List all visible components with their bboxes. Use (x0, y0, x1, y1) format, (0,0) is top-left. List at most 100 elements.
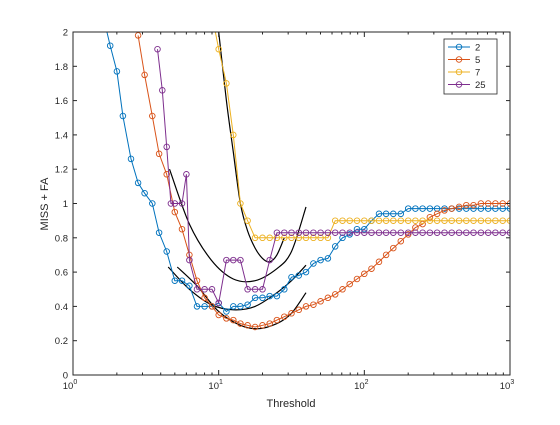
series-5-point (178, 225, 186, 233)
legend-marker-7 (455, 68, 463, 76)
series-2-point (193, 303, 201, 310)
series-5-point (215, 311, 222, 319)
series-5-point (134, 32, 142, 39)
series-25-point (183, 171, 190, 178)
series-25-point (470, 229, 477, 236)
series-5-point (149, 112, 156, 120)
series-5-point (390, 244, 397, 252)
legend-marker-2 (455, 43, 463, 51)
series-2-point (186, 282, 193, 290)
series-25-point (208, 286, 216, 293)
series-7-point (484, 217, 492, 224)
series-5-point (499, 200, 506, 207)
series-7-point (259, 234, 266, 242)
series-line-25 (157, 49, 510, 305)
series-5-point (463, 201, 470, 209)
series-25-point (251, 286, 259, 293)
series-7-point (419, 217, 426, 224)
series-5-point (353, 275, 361, 283)
series-2-point (155, 229, 163, 236)
series-2-point (412, 205, 419, 212)
series-25-point (302, 229, 310, 236)
series-2-point (404, 205, 412, 212)
series-5-point (470, 201, 477, 209)
series-7-point (382, 217, 390, 224)
series-7-point (281, 234, 288, 242)
series-25-point (441, 229, 448, 236)
series-5-point (141, 71, 148, 79)
series-25-point (223, 256, 230, 264)
fit-curve-3 (218, 32, 285, 263)
series-2-point (463, 205, 470, 212)
series-2-point (317, 256, 324, 264)
series-2-point (259, 294, 266, 302)
y-tick-label: 1 (63, 199, 68, 210)
series-2-point (331, 243, 339, 250)
legend-label-5: 5 (475, 55, 480, 66)
legend-label-2: 2 (475, 43, 480, 54)
series-7-point (353, 217, 361, 224)
series-5-point (433, 210, 441, 218)
series-7-point (295, 234, 303, 242)
series-25-point (492, 229, 499, 236)
series-5-point (397, 237, 405, 245)
series-7-point (223, 80, 230, 87)
series-7-point (404, 217, 412, 224)
series-2-point (119, 112, 127, 120)
series-7-point (288, 234, 295, 242)
series-5-point (244, 322, 251, 329)
series-2-point (484, 205, 492, 212)
series-2-point (163, 248, 170, 255)
series-25-point (375, 229, 383, 236)
series-2-point (134, 179, 142, 187)
fit-curve-4 (168, 168, 307, 283)
series-5-point (441, 207, 448, 214)
series-25-point (433, 229, 441, 236)
series-25-point (353, 229, 361, 236)
series-5-point (208, 303, 216, 310)
series-5-point (375, 258, 383, 266)
series-7-point (492, 217, 499, 224)
series-2-point (201, 303, 208, 310)
series-2-point (127, 155, 135, 163)
y-tick-label: 2 (63, 28, 68, 39)
series-5-point (382, 251, 390, 259)
series-5-point (455, 203, 463, 211)
series-25-point (171, 200, 179, 207)
series-25-point (259, 286, 266, 293)
series-7-point (390, 217, 397, 224)
series-7-point (310, 234, 317, 242)
y-tick-label: 1.8 (55, 62, 68, 73)
y-tick-label: 0.6 (55, 268, 68, 279)
series-25-point (324, 229, 332, 236)
series-5-point (368, 265, 375, 272)
series-7-point (397, 217, 405, 224)
series-2-point (141, 189, 148, 197)
series-5-point (281, 313, 288, 320)
series-2-point (382, 210, 390, 218)
y-tick-label: 0 (63, 371, 68, 382)
series-7-point (455, 217, 463, 224)
series-7-point (477, 217, 485, 224)
series-25-point (230, 256, 237, 264)
series-5-point (266, 320, 273, 327)
series-25-point (368, 229, 375, 236)
series-5-point (492, 200, 499, 207)
series-7-point (237, 200, 244, 207)
y-tick-label: 0.8 (55, 233, 68, 244)
series-2-point (251, 294, 259, 302)
series-25-point (412, 229, 419, 236)
series-5-point (230, 316, 237, 324)
series-2-point (295, 272, 303, 279)
series-25-point (506, 229, 510, 236)
series-7-point (499, 217, 506, 224)
series-7-point (368, 217, 375, 224)
series-7-point (441, 217, 448, 224)
series-5-point (477, 200, 485, 207)
series-25-point (178, 200, 186, 207)
series-25-point (331, 229, 339, 236)
series-25-point (426, 229, 434, 236)
y-tick-label: 0.4 (55, 302, 68, 313)
series-5-point (484, 200, 492, 207)
